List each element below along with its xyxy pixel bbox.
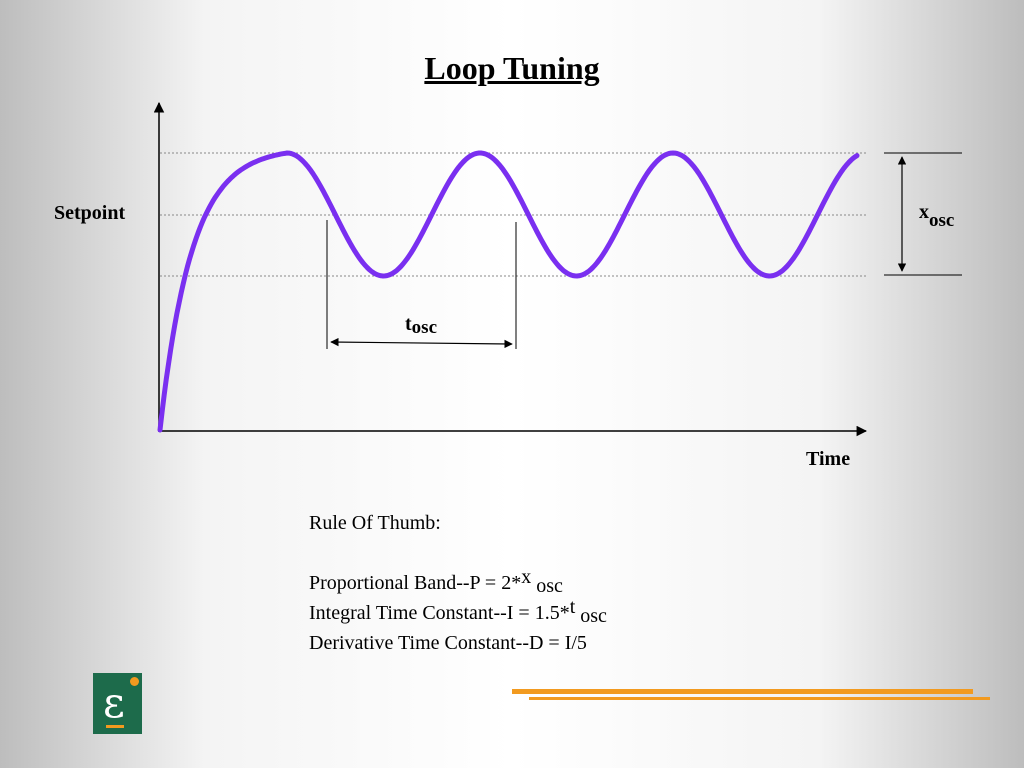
period-arrow bbox=[330, 337, 513, 349]
amplitude-symbol: x bbox=[919, 201, 929, 223]
rule-derivative: Derivative Time Constant--D = I/5 bbox=[309, 632, 587, 654]
setpoint-label: Setpoint bbox=[54, 202, 126, 224]
page-title: Loop Tuning bbox=[424, 50, 600, 86]
period-symbol: t bbox=[405, 313, 412, 335]
amplitude-label: xosc bbox=[919, 201, 955, 231]
response-curve bbox=[157, 150, 860, 433]
rule-of-thumb: Rule Of Thumb: Proportional Band--P = 2*… bbox=[309, 508, 607, 658]
rule-proportional: Proportional Band--P = 2*x osc bbox=[309, 566, 607, 598]
rule-i-text: Integral Time Constant--I = 1.5* bbox=[309, 602, 570, 624]
rules-heading: Rule Of Thumb: bbox=[309, 512, 441, 534]
rule-integral: Integral Time Constant--I = 1.5*t osc bbox=[309, 596, 607, 628]
rule-p-symbol: x bbox=[521, 566, 532, 588]
rule-p-text: Proportional Band--P = 2* bbox=[309, 572, 522, 594]
rule-p-subscript: osc bbox=[531, 575, 563, 597]
period-subscript: osc bbox=[411, 317, 437, 338]
amplitude-subscript: osc bbox=[929, 210, 955, 231]
period-label: tosc bbox=[405, 313, 437, 338]
time-axis-label: Time bbox=[806, 448, 851, 470]
accent-stripe-top bbox=[512, 689, 973, 694]
rule-i-subscript: osc bbox=[575, 605, 607, 627]
accent-stripe-bottom bbox=[529, 697, 990, 700]
rule-i-symbol: t bbox=[569, 596, 576, 618]
epsilon-logo-icon: ε bbox=[93, 673, 142, 734]
